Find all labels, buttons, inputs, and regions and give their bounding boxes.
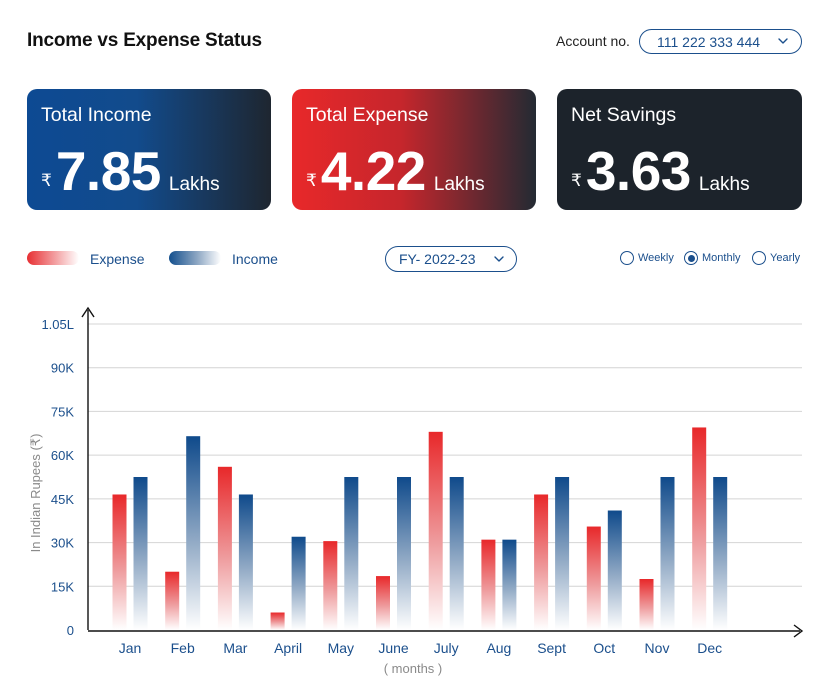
radio-weekly-label: Weekly bbox=[638, 252, 674, 264]
total-income-card: Total Income ₹ 7.85 Lakhs bbox=[27, 89, 271, 210]
y-tick-label: 30K bbox=[51, 536, 74, 551]
x-tick-label: Oct bbox=[593, 640, 615, 656]
total-income-amount: 7.85 bbox=[55, 140, 162, 202]
y-tick-label: 0 bbox=[67, 623, 74, 638]
radio-weekly-circle[interactable] bbox=[620, 251, 634, 265]
bar-income-nov[interactable] bbox=[660, 477, 675, 630]
y-tick-label: 45K bbox=[51, 492, 74, 507]
x-axis-title: ( months ) bbox=[384, 661, 443, 676]
total-income-label: Total Income bbox=[41, 104, 152, 126]
x-tick-label: Feb bbox=[171, 640, 195, 656]
bar-expense-feb[interactable] bbox=[165, 571, 180, 630]
total-expense-card: Total Expense ₹ 4.22 Lakhs bbox=[292, 89, 536, 210]
bar-income-feb[interactable] bbox=[186, 436, 201, 630]
radio-yearly-circle[interactable] bbox=[752, 251, 766, 265]
radio-monthly-circle[interactable] bbox=[684, 251, 698, 265]
bar-expense-sept[interactable] bbox=[534, 494, 549, 630]
radio-yearly[interactable]: Yearly bbox=[752, 251, 800, 265]
legend-expense-label: Expense bbox=[90, 251, 145, 267]
x-tick-label: April bbox=[274, 640, 302, 656]
bar-expense-aug[interactable] bbox=[481, 539, 496, 630]
total-income-unit: Lakhs bbox=[168, 174, 220, 195]
bar-income-dec[interactable] bbox=[713, 477, 728, 630]
x-tick-label: Sept bbox=[537, 640, 566, 656]
x-tick-label: Nov bbox=[645, 640, 670, 656]
fiscal-year-select[interactable]: FY- 2022-23 bbox=[385, 246, 517, 272]
bar-expense-nov[interactable] bbox=[639, 579, 654, 630]
bar-income-jan[interactable] bbox=[133, 477, 148, 630]
bar-expense-july[interactable] bbox=[428, 431, 443, 630]
x-axis-arrow-icon bbox=[793, 624, 804, 638]
account-label: Account no. bbox=[556, 33, 630, 49]
y-tick-label: 15K bbox=[51, 579, 74, 594]
x-tick-label: May bbox=[328, 640, 354, 656]
bar-expense-mar[interactable] bbox=[217, 466, 232, 630]
bar-expense-jan[interactable] bbox=[112, 494, 127, 630]
radio-weekly[interactable]: Weekly bbox=[620, 251, 674, 265]
legend-income-label: Income bbox=[232, 251, 278, 267]
account-number: 111 222 333 444 bbox=[657, 33, 761, 50]
account-select[interactable]: 111 222 333 444 bbox=[639, 29, 802, 54]
chevron-down-icon bbox=[494, 256, 504, 262]
y-tick-label: 1.05L bbox=[41, 317, 74, 332]
fiscal-year-value: FY- 2022-23 bbox=[399, 251, 476, 267]
x-tick-label: Aug bbox=[486, 640, 511, 656]
bar-income-oct[interactable] bbox=[607, 510, 622, 630]
net-savings-card: Net Savings ₹ 3.63 Lakhs bbox=[557, 89, 802, 210]
net-savings-unit: Lakhs bbox=[698, 174, 750, 195]
bar-income-aug[interactable] bbox=[502, 539, 517, 630]
bar-expense-june[interactable] bbox=[376, 576, 390, 630]
radio-yearly-label: Yearly bbox=[770, 252, 801, 264]
chevron-down-icon bbox=[778, 38, 788, 44]
net-savings-label: Net Savings bbox=[571, 104, 677, 126]
x-tick-label: June bbox=[378, 640, 409, 656]
legend-expense-swatch bbox=[27, 251, 79, 265]
bar-income-may[interactable] bbox=[344, 477, 359, 630]
bar-income-june[interactable] bbox=[397, 477, 411, 630]
y-tick-label: 60K bbox=[51, 448, 74, 463]
y-axis-title: In Indian Rupees (₹) bbox=[28, 434, 43, 553]
bar-income-mar[interactable] bbox=[238, 494, 253, 630]
page-title: Income vs Expense Status bbox=[27, 30, 262, 51]
bar-income-april[interactable] bbox=[291, 536, 306, 630]
net-savings-amount: 3.63 bbox=[585, 140, 692, 202]
rupee-icon: ₹ bbox=[306, 171, 317, 190]
rupee-icon: ₹ bbox=[571, 171, 582, 190]
bar-chart: 0 15K 30K 45K 60K 75K 90K 1.05L Jan Feb Mar April Ma… bbox=[28, 306, 804, 676]
total-expense-amount: 4.22 bbox=[320, 140, 427, 202]
x-tick-label: Mar bbox=[223, 640, 247, 656]
bar-income-sept[interactable] bbox=[555, 477, 570, 630]
bar-expense-oct[interactable] bbox=[586, 526, 601, 630]
radio-monthly-label: Monthly bbox=[702, 252, 741, 264]
x-tick-label: July bbox=[434, 640, 459, 656]
total-expense-label: Total Expense bbox=[306, 104, 429, 126]
x-tick-label: Dec bbox=[697, 640, 722, 656]
bar-income-july[interactable] bbox=[449, 477, 464, 630]
rupee-icon: ₹ bbox=[41, 171, 52, 190]
y-tick-label: 90K bbox=[51, 361, 74, 376]
x-tick-label: Jan bbox=[119, 640, 142, 656]
y-axis-arrow-icon bbox=[81, 306, 95, 318]
total-expense-unit: Lakhs bbox=[433, 174, 485, 195]
y-tick-label: 75K bbox=[51, 404, 74, 419]
bar-expense-dec[interactable] bbox=[692, 427, 707, 630]
bar-expense-may[interactable] bbox=[323, 541, 338, 630]
bar-expense-april[interactable] bbox=[270, 612, 285, 630]
legend-income-swatch bbox=[169, 251, 221, 265]
radio-monthly[interactable]: Monthly bbox=[684, 251, 741, 265]
